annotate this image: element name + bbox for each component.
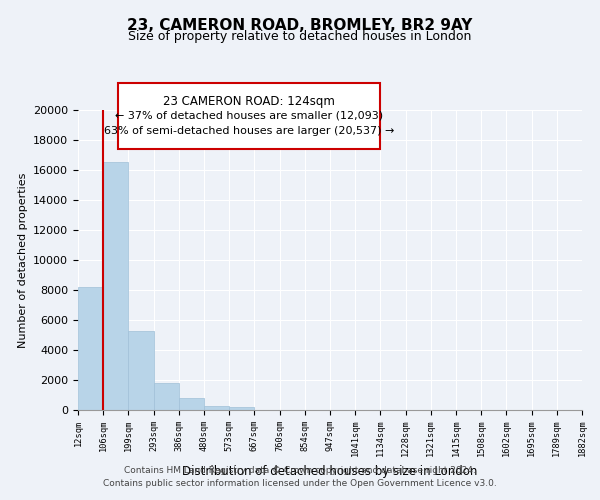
Bar <box>103 162 128 410</box>
Text: Size of property relative to detached houses in London: Size of property relative to detached ho… <box>128 30 472 43</box>
Bar <box>204 406 229 410</box>
FancyBboxPatch shape <box>118 83 380 149</box>
Text: ← 37% of detached houses are smaller (12,093): ← 37% of detached houses are smaller (12… <box>115 110 383 120</box>
Text: 23, CAMERON ROAD, BROMLEY, BR2 9AY: 23, CAMERON ROAD, BROMLEY, BR2 9AY <box>127 18 473 32</box>
X-axis label: Distribution of detached houses by size in London: Distribution of detached houses by size … <box>182 465 478 478</box>
Bar <box>179 398 204 410</box>
Bar <box>154 383 179 410</box>
Bar <box>78 287 103 410</box>
Y-axis label: Number of detached properties: Number of detached properties <box>17 172 28 348</box>
Bar <box>229 407 254 410</box>
Text: Contains HM Land Registry data © Crown copyright and database right 2024.
Contai: Contains HM Land Registry data © Crown c… <box>103 466 497 487</box>
Text: 63% of semi-detached houses are larger (20,537) →: 63% of semi-detached houses are larger (… <box>104 126 395 136</box>
Bar <box>128 330 154 410</box>
Text: 23 CAMERON ROAD: 124sqm: 23 CAMERON ROAD: 124sqm <box>163 95 335 108</box>
